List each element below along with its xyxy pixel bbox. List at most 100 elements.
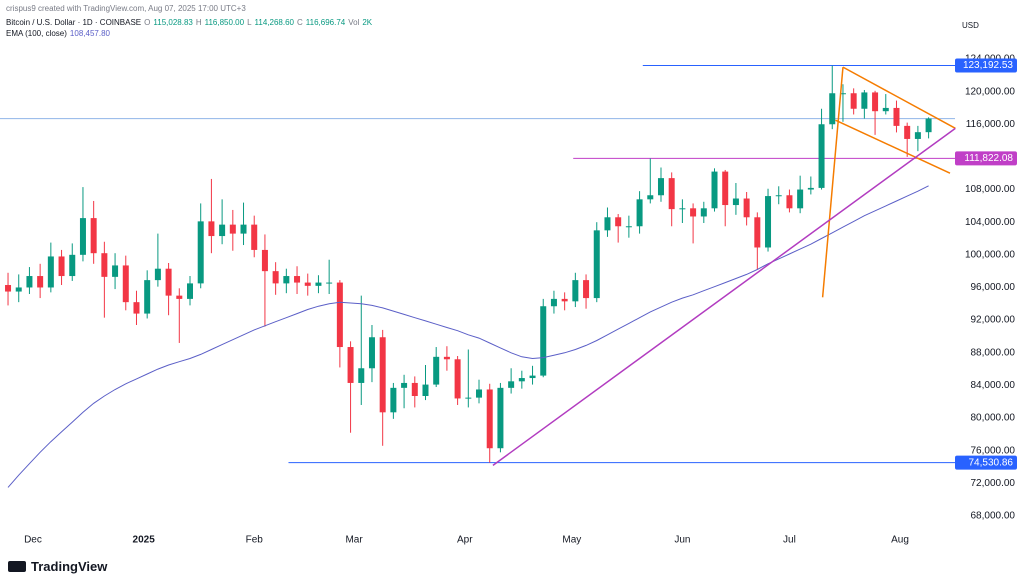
candle-body <box>187 283 193 299</box>
y-tick-label: 88,000.00 <box>971 347 1016 358</box>
candle-body <box>893 107 900 126</box>
candle-body <box>122 265 129 303</box>
x-tick-label: Dec <box>24 535 42 546</box>
candle-body <box>593 230 600 299</box>
candle-body <box>807 187 814 190</box>
candle-body <box>476 389 483 398</box>
candle-body <box>58 256 65 277</box>
candle-body <box>518 378 525 382</box>
candle-body <box>679 208 686 210</box>
candle-body <box>615 217 622 227</box>
candle-body <box>112 265 119 277</box>
ohlc-value: 115,028.83 <box>153 18 193 27</box>
x-tick-label: Jul <box>783 535 796 546</box>
candle-body <box>604 217 611 231</box>
ohlc-value: 116,696.74 <box>305 18 346 27</box>
candle-body <box>925 118 932 133</box>
price-badge-label: 74,530.86 <box>969 457 1014 468</box>
candle-body <box>154 268 161 281</box>
candle-body <box>486 389 493 449</box>
candle-body <box>529 375 536 379</box>
candle-body <box>872 92 879 112</box>
candle-body <box>197 221 204 284</box>
price-badge <box>955 58 1017 73</box>
candle-body <box>176 295 183 299</box>
candle-body <box>572 280 579 302</box>
candle-body <box>647 195 654 200</box>
ohlc-key: O <box>144 18 151 27</box>
candle-body <box>690 208 697 217</box>
candle-body <box>283 276 290 284</box>
candle-body <box>914 132 921 139</box>
price-badge-label: 111,822.08 <box>964 153 1013 164</box>
candle-body <box>861 92 868 109</box>
candle-body <box>797 189 804 209</box>
candle-body <box>561 298 568 302</box>
candle-body <box>37 276 44 288</box>
candle-body <box>368 337 375 369</box>
x-tick-label: May <box>562 535 581 546</box>
candle-body <box>5 285 12 292</box>
candle-body <box>904 125 911 139</box>
ohlc-key: L <box>247 18 252 27</box>
candle-body <box>433 356 440 385</box>
candle-body <box>251 224 258 250</box>
candle-body <box>144 280 151 314</box>
x-tick-label: Jun <box>674 535 690 546</box>
y-tick-label: 116,000.00 <box>966 119 1016 130</box>
candle-body <box>839 93 846 95</box>
candle-body <box>625 226 632 228</box>
volume-value: 2K <box>362 18 373 27</box>
ohlc-value: 114,268.60 <box>254 18 294 27</box>
candle-body <box>15 287 22 292</box>
candle-body <box>358 368 365 383</box>
x-tick-label: Apr <box>457 535 473 546</box>
candle-body <box>550 298 557 307</box>
candle-body <box>711 171 718 209</box>
candle-body <box>882 107 889 112</box>
candle-body <box>657 178 664 196</box>
trend-line <box>492 127 956 466</box>
candle-body <box>732 198 739 206</box>
candle-body <box>315 282 322 286</box>
candle-body <box>165 268 172 296</box>
candle-body <box>272 271 279 284</box>
trend-line <box>821 67 844 298</box>
candle-body <box>454 359 461 399</box>
candle-body <box>754 217 761 248</box>
candle-body <box>668 178 675 210</box>
candle-body <box>336 282 343 348</box>
candle-body <box>261 249 268 272</box>
candle-body <box>722 171 729 206</box>
y-tick-label: 96,000.00 <box>971 282 1016 293</box>
candle-body <box>347 347 354 383</box>
price-badge <box>955 151 1017 166</box>
candle-body <box>219 224 226 237</box>
y-tick-label: 104,000.00 <box>965 217 1015 228</box>
candle-body <box>229 224 236 234</box>
candle-body <box>90 218 97 254</box>
x-tick-label: Feb <box>246 535 264 546</box>
candle-body <box>583 280 590 299</box>
candle-body <box>47 256 54 288</box>
price-badge <box>955 455 1017 470</box>
y-tick-label: 84,000.00 <box>971 380 1016 391</box>
credit: crispus9 created with TradingView.com, A… <box>6 4 246 13</box>
ohlc-key: H <box>195 18 202 27</box>
price-badge-label: 123,192.53 <box>963 60 1013 71</box>
candle-body <box>101 253 108 277</box>
candle-body <box>240 224 247 234</box>
candle-body <box>294 276 301 283</box>
candle-body <box>508 381 515 388</box>
y-tick-label: 80,000.00 <box>971 413 1016 424</box>
x-tick-label: 2025 <box>133 535 156 546</box>
candle-body <box>497 387 504 449</box>
candle-body <box>775 195 782 197</box>
brand-name: TradingView <box>31 559 108 574</box>
candle-body <box>786 195 793 209</box>
ema-row: EMA (100, close) 108,457.80 <box>6 29 110 38</box>
candle-body <box>465 397 472 399</box>
x-tick-label: Aug <box>891 535 909 546</box>
